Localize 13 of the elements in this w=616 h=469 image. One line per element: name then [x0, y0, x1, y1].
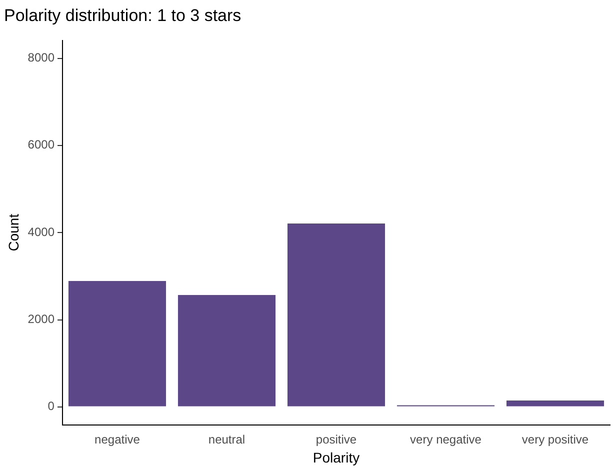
x-tick-label: positive [316, 432, 357, 446]
x-tick-label: negative [94, 432, 140, 446]
x-tick-label: very negative [410, 432, 482, 446]
y-tick-label: 2000 [28, 312, 55, 326]
y-axis-title: Count [5, 214, 22, 252]
y-tick-label: 0 [48, 399, 55, 414]
y-tick-label: 8000 [28, 50, 55, 65]
y-tick-label: 6000 [28, 138, 55, 152]
chart-title: Polarity distribution: 1 to 3 stars [4, 6, 242, 25]
x-tick-label: very positive [522, 432, 589, 446]
x-tick-label: neutral [208, 432, 246, 446]
y-tick-label: 4000 [28, 224, 55, 239]
x-axis-title: Polarity [312, 449, 360, 466]
